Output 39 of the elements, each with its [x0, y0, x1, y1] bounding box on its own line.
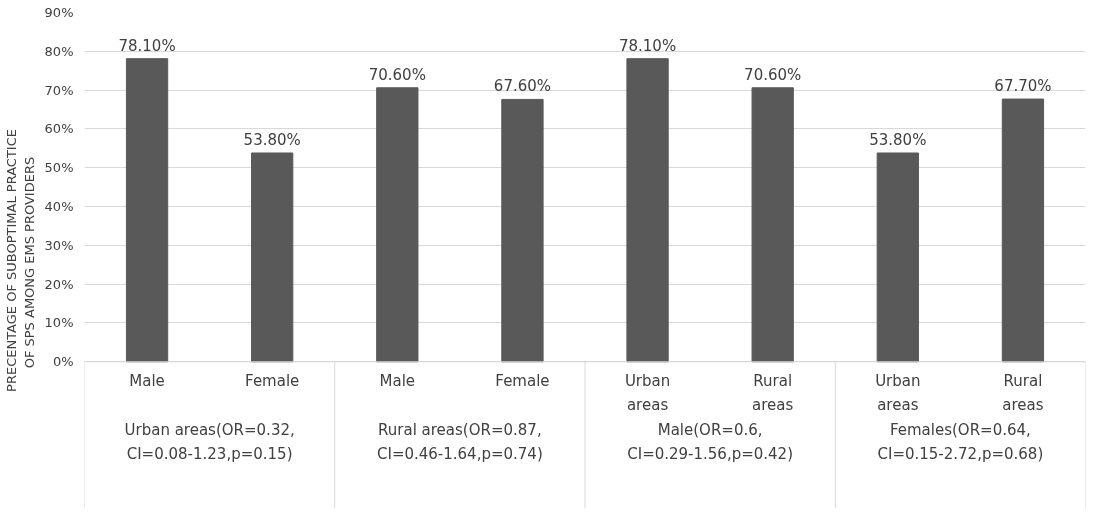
data-label: 70.60% — [744, 65, 802, 84]
data-label: 70.60% — [368, 65, 426, 84]
bar — [626, 58, 669, 363]
x-tick-label: Urban areas — [875, 372, 921, 414]
y-tick-label: 60% — [44, 121, 74, 137]
x-tick-label: Rural areas — [752, 372, 794, 414]
data-label: 78.10% — [118, 36, 176, 55]
data-label: 78.10% — [618, 36, 677, 55]
x-tick-label: Rural areas — [1002, 372, 1044, 414]
bar — [251, 152, 294, 363]
y-tick-label: 10% — [44, 315, 74, 331]
data-label: 53.80% — [869, 130, 927, 149]
data-label: 53.80% — [243, 130, 301, 149]
x-tick-label: Male — [379, 372, 416, 391]
data-label: 67.60% — [493, 77, 552, 96]
y-tick-label: 70% — [44, 82, 74, 98]
bar — [501, 98, 544, 363]
y-tick-label: 30% — [44, 237, 74, 253]
bar — [1001, 98, 1045, 363]
y-tick-label: 0% — [52, 354, 74, 370]
x-tick-label: Female — [245, 372, 300, 391]
y-tick-label: 50% — [44, 160, 74, 176]
text: Rural areas(OR=0.87, CI=0.46-1.64,p=0.74) — [376, 421, 543, 463]
y-tick-label: 90% — [44, 5, 74, 20]
text: Females(OR=0.64, CI=0.15-2.72,p=0.68) — [877, 421, 1044, 463]
bar — [876, 152, 919, 363]
bar — [125, 58, 169, 363]
bar — [751, 87, 794, 363]
y-tick-label: 80% — [44, 43, 74, 59]
text: Male(OR=0.6, CI=0.29-1.56,p=0.42) — [627, 421, 794, 463]
data-label: 67.70% — [994, 77, 1052, 96]
y-tick-label: 20% — [44, 276, 74, 292]
y-tick-label: 40% — [44, 199, 74, 215]
text: Urban areas(OR=0.32, CI=0.08-1.23,p=0.15) — [124, 421, 295, 463]
x-tick-label: Urban areas — [624, 372, 671, 414]
x-tick-label: Male — [129, 372, 165, 391]
bar — [376, 87, 419, 363]
y-axis-title: PRECENTAGE OF SUBOPTIMAL PRACTICE OF SPS AMONG EMS PROVIDERS — [3, 129, 37, 392]
x-tick-label: Female — [495, 372, 550, 391]
